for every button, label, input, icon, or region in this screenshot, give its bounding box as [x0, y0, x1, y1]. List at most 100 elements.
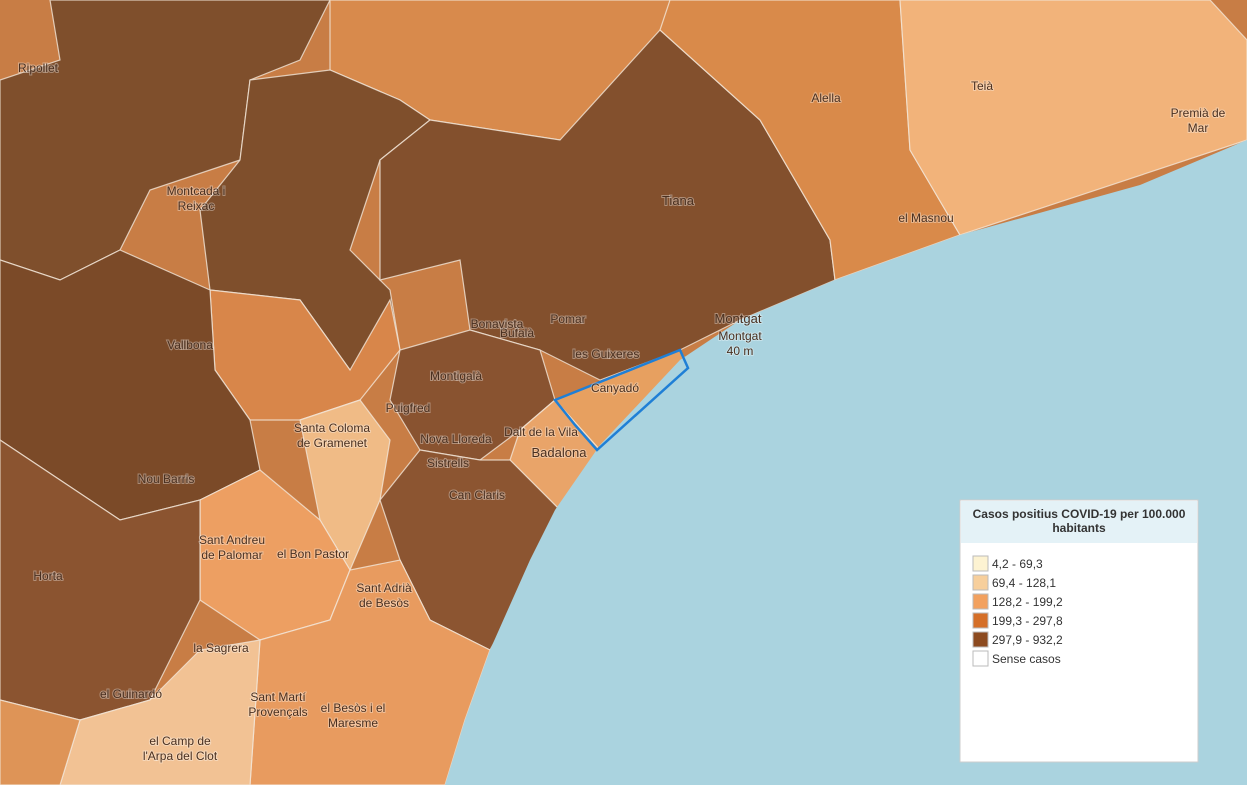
legend-swatch	[972, 574, 989, 591]
selected-area[interactable]	[552, 348, 690, 452]
place-label: Pomar	[550, 312, 585, 326]
place-label-line: Tiana	[662, 193, 695, 208]
place-label-line: Mar	[1188, 121, 1209, 135]
place-label-line: les Guixeres	[573, 347, 640, 361]
place-label: Sant Martí Provençals	[248, 690, 307, 719]
place-label: Can Claris	[449, 488, 505, 502]
place-label: Ripollet	[18, 61, 59, 75]
region	[0, 699, 81, 785]
place-label: Puigfred	[386, 401, 431, 415]
place-label-line: Premià de	[1171, 106, 1226, 120]
place-label-line: Ripollet	[18, 61, 59, 75]
legend-swatch	[972, 631, 989, 648]
place-label-line: de Besòs	[359, 596, 409, 610]
place-label: Alella	[811, 91, 841, 105]
place-label: Nova Lloreda	[420, 432, 492, 446]
place-labels: Ripollet Montcada i Reixac Tiana Alella Teià P…	[17, 60, 1227, 764]
legend-label: 69,4 - 128,1	[992, 576, 1056, 590]
place-label: Badalona	[532, 445, 588, 460]
place-label: Montgat	[715, 311, 762, 326]
place-label: el Masnou	[898, 211, 953, 225]
place-label: Tiana	[662, 193, 695, 208]
place-label-line: l'Arpa del Clot	[143, 749, 218, 763]
place-label-line: Vallbona	[167, 338, 213, 352]
place-label-line: Provençals	[248, 705, 307, 719]
place-label-line: Bonavista	[471, 317, 524, 331]
legend-title: habitants	[1052, 521, 1106, 535]
place-label: Teià	[971, 79, 993, 93]
place-label: Nou Barris	[138, 472, 195, 486]
place-label: Horta	[33, 569, 63, 583]
place-label-line: Horta	[33, 569, 63, 583]
place-label: la Sagrera	[193, 641, 249, 655]
place-label-line: Montigalà	[430, 369, 482, 383]
place-label-line: Santa Coloma	[294, 421, 370, 435]
place-label-line: Montcada i	[167, 184, 226, 198]
place-label-line: Pomar	[550, 312, 585, 326]
place-label-line: Montgat	[718, 329, 762, 343]
legend-label: 199,3 - 297,8	[992, 614, 1063, 628]
place-label-line: el Besòs i el	[321, 701, 386, 715]
place-label-line: Alella	[811, 91, 841, 105]
region	[899, 0, 1247, 236]
place-label-line: Sistrells	[427, 456, 469, 470]
place-label-line: Montgat	[715, 311, 762, 326]
legend-label: 128,2 - 199,2	[992, 595, 1063, 609]
place-label-line: Bufalà	[500, 326, 534, 340]
place-label: el Bon Pastor	[277, 547, 349, 561]
place-label-line: Teià	[971, 79, 993, 93]
place-label-line: Can Claris	[449, 488, 505, 502]
legend-label: 4,2 - 69,3	[992, 557, 1043, 571]
place-label-line: Reixac	[178, 199, 215, 213]
place-label-line: Dalt de la Vila	[504, 425, 578, 439]
place-label: Santa Coloma de Gramenet	[294, 421, 370, 450]
place-label-line: de Palomar	[201, 548, 262, 562]
legend-swatch	[972, 555, 989, 572]
place-label-line: la Sagrera	[193, 641, 249, 655]
place-label-line: 40 m	[727, 344, 754, 358]
place-label: Dalt de la Vila	[504, 425, 578, 439]
legend-swatch	[972, 593, 989, 610]
place-label-line: Sant Andreu	[199, 533, 265, 547]
place-label-line: Puigfred	[386, 401, 431, 415]
place-label: el Camp de l'Arpa del Clot	[143, 734, 218, 763]
place-label: Vallbona	[167, 338, 213, 352]
place-label-line: Sant Martí	[250, 690, 306, 704]
place-label: el Besòs i el Maresme	[321, 701, 386, 730]
place-label: Montigalà	[430, 369, 482, 383]
place-label: Sant Adrià de Besòs	[356, 581, 412, 610]
place-label: Montgat 40 m	[718, 329, 762, 358]
place-label: Sistrells	[427, 456, 469, 470]
place-label-line: de Gramenet	[297, 436, 368, 450]
legend-label: 297,9 - 932,2	[992, 633, 1063, 647]
place-label-line: el Guinardó	[100, 687, 162, 701]
place-label: Sant Andreu de Palomar	[199, 533, 265, 562]
place-label-line: el Camp de	[149, 734, 211, 748]
place-label: Bufalà	[500, 326, 534, 340]
legend-swatch	[972, 650, 989, 667]
legend-swatch	[972, 612, 989, 629]
place-label-line: Nova Lloreda	[420, 432, 492, 446]
legend-title: Casos positius COVID-19 per 100.000	[973, 507, 1186, 521]
place-label: les Guixeres	[573, 347, 640, 361]
legend-label: Sense casos	[992, 652, 1061, 666]
region	[59, 639, 261, 785]
region	[0, 0, 331, 281]
place-label-line: Badalona	[532, 445, 588, 460]
place-label-line: Canyadó	[591, 381, 639, 395]
place-label: Canyadó	[591, 381, 639, 395]
legend-header	[961, 501, 1197, 543]
place-label-line: Sant Adrià	[356, 581, 412, 595]
place-label: Montcada i Reixac	[167, 184, 226, 213]
place-label-line: Maresme	[328, 716, 378, 730]
place-label-line: el Masnou	[898, 211, 953, 225]
place-label: el Guinardó	[100, 687, 162, 701]
place-label-line: Nou Barris	[138, 472, 195, 486]
legend: Casos positius COVID-19 per 100.000habit…	[959, 499, 1199, 763]
place-label-line: el Bon Pastor	[277, 547, 349, 561]
legend-box	[959, 499, 1199, 763]
place-label: Bonavista	[471, 317, 524, 331]
place-label: Premià de Mar	[1171, 106, 1226, 135]
